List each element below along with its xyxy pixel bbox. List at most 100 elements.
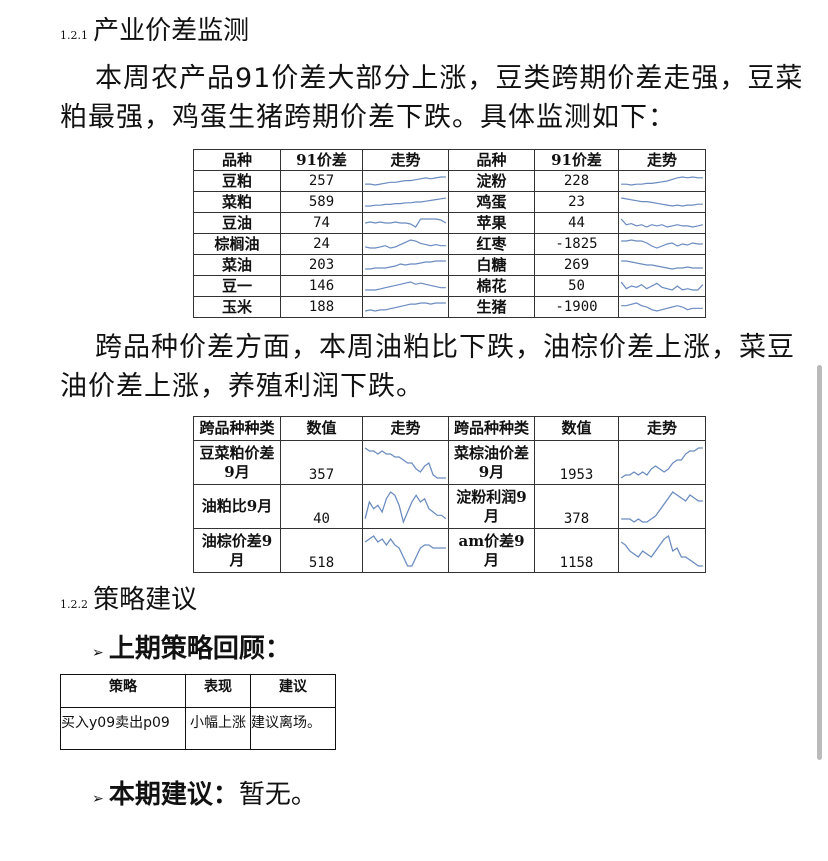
variety-cell: 菜粕 (193, 191, 281, 213)
value-cell: 44 (534, 212, 619, 234)
value-cell: 378 (534, 484, 619, 529)
sparkline-line (364, 239, 446, 249)
current-advice-text: 暂无。 (238, 780, 317, 810)
trend-cell (618, 170, 706, 192)
variety-cell: 菜油 (193, 254, 281, 276)
table-row: 油粕比9月 40 淀粉利润9月 378 (193, 484, 706, 529)
trend-cell (618, 191, 706, 213)
sparkline-line (621, 260, 703, 270)
trend-cell (362, 528, 449, 573)
value-cell: 24 (280, 233, 363, 255)
header-cell: 数值 (280, 416, 363, 441)
sparkline (365, 197, 446, 207)
header-cell: 走势 (362, 416, 449, 441)
cross-spread-table: 跨品种种类 数值 走势 跨品种种类 数值 走势 豆菜粕价差9月 357 菜棕油价差9月 1953 油… (193, 416, 706, 573)
sparkline (365, 176, 446, 186)
variety-cell: 红枣 (448, 233, 535, 255)
paragraph-1: 本周农产品91价差大部分上涨，豆类跨期价差走强，豆菜粕最强，鸡蛋生猪跨期价差下跌… (60, 63, 804, 133)
sparkline (364, 490, 447, 524)
sparkline (621, 197, 703, 207)
table-row: 豆粕 257 淀粉 228 (193, 170, 706, 192)
review-heading: ➢ 上期策略回顾： (92, 632, 810, 670)
sparkline-line (620, 446, 703, 478)
value-cell: 1158 (534, 528, 619, 573)
header-cell: 走势 (618, 416, 706, 441)
value-cell: 357 (280, 440, 363, 485)
spread-table: 品种 91价差 走势 品种 91价差 走势 豆粕 257 淀粉 228 菜粕 589 鸡蛋 23 豆油 74 苹… (193, 149, 706, 318)
trend-cell (618, 440, 706, 485)
trend-cell (362, 484, 449, 529)
trend-cell (362, 275, 449, 297)
sparkline-line (364, 302, 446, 312)
header-cell: 建议 (250, 674, 336, 708)
variety-cell: 生猪 (448, 296, 535, 318)
sparkline (621, 490, 703, 523)
header-cell: 品种 (448, 149, 535, 171)
table-row: 菜油 203 白糖 269 (193, 254, 706, 276)
sparkline-line (621, 239, 703, 249)
arrow-bullet-icon: ➢ (92, 645, 104, 661)
sparkline-line (620, 218, 704, 228)
table-row: 棕榈油 24 红枣 -1825 (193, 233, 706, 255)
trend-cell (362, 233, 449, 255)
sparkline-line (621, 197, 703, 207)
variety-cell: 玉米 (193, 296, 281, 318)
variety-cell: 豆油 (193, 212, 281, 234)
value-cell: 23 (534, 191, 619, 213)
trend-cell (618, 528, 706, 573)
trend-cell (362, 440, 449, 485)
value-cell: -1825 (534, 233, 619, 255)
value-cell: 228 (534, 170, 619, 192)
table-row: 油棕价差9月 518 am价差9月 1158 (193, 528, 706, 573)
header-cell: 91价差 (280, 149, 363, 171)
variety-cell: 棉花 (448, 275, 535, 297)
sparkline (620, 534, 703, 567)
sparkline (621, 176, 703, 186)
sparkline (620, 281, 704, 291)
variety-cell: 棕榈油 (193, 233, 281, 255)
section-title: 产业价差监测 (93, 16, 250, 46)
section-heading-1: 1.2.1 产业价差监测 (60, 14, 810, 53)
variety-cell: 豆一 (193, 275, 281, 297)
variety-cell: 菜棕油价差9月 (448, 440, 535, 485)
value-cell: 269 (534, 254, 619, 276)
variety-cell: 淀粉利润9月 (448, 484, 535, 529)
sparkline-line (364, 490, 447, 524)
current-advice: ➢ 本期建议：暂无。 (92, 778, 810, 816)
trend-cell (362, 191, 449, 213)
arrow-bullet-icon: ➢ (92, 791, 104, 807)
value-cell: 146 (280, 275, 363, 297)
trend-cell (618, 296, 706, 318)
sparkline (620, 446, 703, 478)
value-cell: 50 (534, 275, 619, 297)
variety-cell: 油棕价差9月 (193, 528, 281, 573)
sparkline (364, 302, 446, 312)
header-cell: 走势 (362, 149, 449, 171)
sparkline-line (364, 447, 446, 479)
scrollbar[interactable] (817, 365, 822, 760)
header-cell: 91价差 (534, 149, 619, 171)
sparkline-line (365, 197, 446, 207)
header-cell: 策略 (60, 674, 186, 708)
current-advice-label: 本期建议： (108, 780, 239, 810)
trend-cell (362, 170, 449, 192)
value-cell: 74 (280, 212, 363, 234)
sparkline (364, 447, 446, 479)
section-title: 策略建议 (93, 585, 198, 615)
table-row: 豆油 74 苹果 44 (193, 212, 706, 234)
value-cell: 1953 (534, 440, 619, 485)
sparkline-line (620, 281, 704, 291)
trend-cell (618, 275, 706, 297)
trend-cell (618, 233, 706, 255)
sparkline (621, 239, 703, 249)
header-cell: 品种 (193, 149, 281, 171)
section-number: 1.2.2 (60, 598, 88, 611)
variety-cell: 鸡蛋 (448, 191, 535, 213)
sparkline (365, 260, 446, 270)
sparkline-line (365, 260, 446, 270)
variety-cell: am价差9月 (448, 528, 535, 573)
section-heading-2: 1.2.2 策略建议 (60, 583, 810, 622)
advice-cell: 建议离场。 (250, 707, 336, 750)
trend-cell (362, 296, 449, 318)
header-cell: 数值 (534, 416, 619, 441)
